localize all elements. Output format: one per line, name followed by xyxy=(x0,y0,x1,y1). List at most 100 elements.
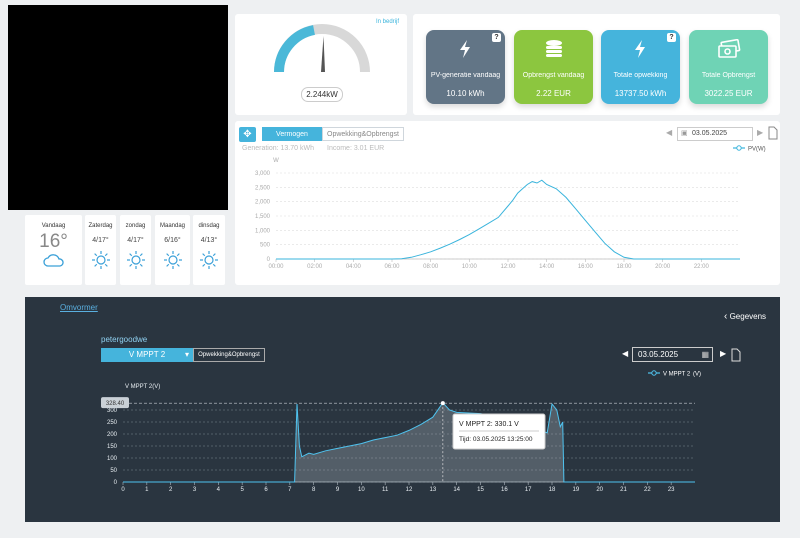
coins-icon xyxy=(546,40,562,57)
tooltip-dot xyxy=(440,401,445,406)
y-tick-label: 1,000 xyxy=(255,228,271,234)
back-label: Gegevens xyxy=(729,312,767,321)
date-input[interactable]: ▣ 03.05.2025 xyxy=(677,127,753,141)
dropdown[interactable]: V MPPT 2 ▾ xyxy=(101,348,193,362)
sun-ray xyxy=(93,263,97,267)
tooltip-box xyxy=(452,413,546,450)
weather-day: Maandag 6/16° xyxy=(155,215,190,285)
income: Income: 3.01 EUR xyxy=(327,145,385,152)
day: Maandag xyxy=(159,223,186,229)
weather-today: Vandaag 16° xyxy=(25,215,82,285)
x-tick-label: 20:00 xyxy=(655,264,671,270)
tab[interactable]: Vermogen xyxy=(262,127,322,141)
y-tick-label: 500 xyxy=(260,243,271,249)
sun-ray xyxy=(202,253,206,257)
x-tick-label: 7 xyxy=(288,487,292,493)
gauge xyxy=(274,24,370,73)
y-tick-label: 2,500 xyxy=(255,185,271,191)
gauge-value: 2.244kW xyxy=(301,87,343,102)
day: dinsdag xyxy=(198,223,220,229)
stat-card[interactable]: Totale Opbrengst 3022.25 EUR xyxy=(689,30,768,104)
inverter-panel xyxy=(25,297,780,522)
x-tick-label: 11 xyxy=(382,487,389,493)
x-tick-label: 21 xyxy=(620,487,627,493)
next-date[interactable]: ▶ xyxy=(720,349,727,358)
stat-card[interactable]: ? PV-generatie vandaag 10.10 kWh xyxy=(426,30,505,104)
prev-date[interactable]: ◀ xyxy=(622,349,629,358)
max-label: 328.40 xyxy=(106,401,125,407)
tab[interactable]: Opwekking&Opbrengst xyxy=(322,127,404,141)
sun-core xyxy=(167,255,178,265)
sun-ray xyxy=(165,253,169,257)
sun-ray xyxy=(139,263,143,267)
stat-value: 13737.50 kWh xyxy=(614,89,667,98)
plant-name: petergoodwe xyxy=(101,335,148,344)
stat-card[interactable]: Opbrengst vandaag 2.22 EUR xyxy=(514,30,593,104)
x-tick-label: 04:00 xyxy=(346,264,362,270)
x-tick-label: 20 xyxy=(596,487,603,493)
gauge-needle xyxy=(321,36,325,72)
x-tick-label: 10 xyxy=(358,487,365,493)
export-icon[interactable] xyxy=(731,348,741,362)
inverter-link[interactable]: Omvormer xyxy=(60,303,98,312)
back-button[interactable]: ‹ Gegevens xyxy=(724,311,767,322)
y-tick-label: 50 xyxy=(110,468,117,474)
x-tick-label: 6 xyxy=(264,487,268,493)
money-icon xyxy=(718,39,741,58)
area xyxy=(123,402,695,482)
x-tick-label: 06:00 xyxy=(384,264,400,270)
day: Vandaag xyxy=(41,223,66,229)
sun-ray xyxy=(176,253,180,257)
x-tick-label: 14 xyxy=(453,487,460,493)
y-tick-label: 300 xyxy=(107,408,118,414)
x-tick-label: 2 xyxy=(169,487,173,493)
tab[interactable]: Opwekking&Opbrengst xyxy=(193,348,265,362)
stat-label: Totale Opbrengst xyxy=(701,72,756,79)
stat-card[interactable]: ? Totale opwekking 13737.50 kWh xyxy=(601,30,680,104)
y-axis-label: V MPPT 2(V) xyxy=(125,384,160,390)
bolt-icon xyxy=(635,40,645,58)
date-input[interactable]: 03.05.2025 ▦ xyxy=(632,347,713,362)
sun-icon xyxy=(200,251,218,269)
x-tick-label: 08:00 xyxy=(423,264,439,270)
date: 03.05.2025 xyxy=(692,130,728,137)
export-icon[interactable] xyxy=(768,126,778,140)
stat-label: Opbrengst vandaag xyxy=(522,72,585,79)
y-tick-label: 100 xyxy=(107,456,118,462)
y-tick-label: 0 xyxy=(267,257,271,263)
x-tick-label: 16:00 xyxy=(578,264,594,270)
temp: 4/17° xyxy=(127,237,144,244)
x-tick-label: 17 xyxy=(525,487,532,493)
max-badge xyxy=(101,397,129,409)
temp: 6/16° xyxy=(164,237,181,244)
temp: 4/17° xyxy=(92,237,109,244)
x-tick-label: 4 xyxy=(217,487,221,493)
legend-unit: (V) xyxy=(693,372,701,378)
x-tick-label: 0 xyxy=(121,487,125,493)
weather-day: Zaterdag 4/17° xyxy=(85,215,116,285)
day: zondag xyxy=(125,223,146,229)
line xyxy=(276,179,740,260)
y-tick-label: 0 xyxy=(114,480,118,486)
move-button[interactable]: ✥ xyxy=(239,127,256,142)
day: Zaterdag xyxy=(88,223,113,229)
sun-ray xyxy=(128,263,132,267)
y-tick-label: 250 xyxy=(107,420,118,426)
sun-icon xyxy=(163,251,182,269)
weather-day: zondag 4/17° xyxy=(120,215,151,285)
sun-ray xyxy=(128,253,132,257)
y-tick-label: 200 xyxy=(107,432,118,438)
help-badge[interactable]: ? xyxy=(492,33,501,42)
prev-date[interactable]: ◀ xyxy=(666,128,673,137)
x-tick-label: 23 xyxy=(668,487,675,493)
legend-dot xyxy=(736,145,742,151)
next-date[interactable]: ▶ xyxy=(757,128,764,137)
x-tick-label: 18:00 xyxy=(616,264,632,270)
sun-ray xyxy=(212,253,216,257)
help-badge[interactable]: ? xyxy=(667,33,676,42)
sun-core xyxy=(130,255,141,265)
gauge-fill xyxy=(274,25,316,73)
weather-day: dinsdag 4/13° xyxy=(193,215,225,285)
